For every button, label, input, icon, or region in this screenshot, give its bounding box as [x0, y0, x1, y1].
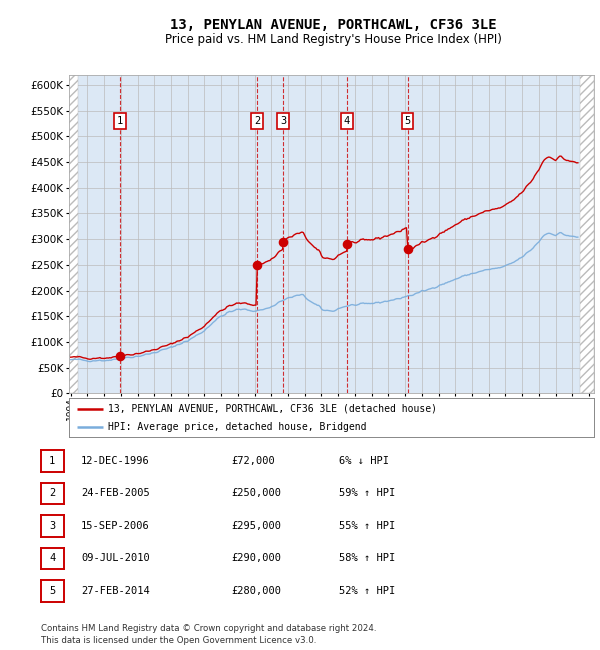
Text: 55% ↑ HPI: 55% ↑ HPI [339, 521, 395, 531]
Text: 5: 5 [49, 586, 55, 596]
Text: 3: 3 [280, 116, 286, 126]
Text: 52% ↑ HPI: 52% ↑ HPI [339, 586, 395, 596]
Text: £290,000: £290,000 [231, 553, 281, 564]
Point [278, 237, 288, 247]
Text: 59% ↑ HPI: 59% ↑ HPI [339, 488, 395, 499]
Text: 6% ↓ HPI: 6% ↓ HPI [339, 456, 389, 466]
Text: 2: 2 [49, 488, 55, 499]
Text: £72,000: £72,000 [231, 456, 275, 466]
Text: 5: 5 [404, 116, 410, 126]
Text: Contains HM Land Registry data © Crown copyright and database right 2024.
This d: Contains HM Land Registry data © Crown c… [41, 624, 376, 645]
Text: HPI: Average price, detached house, Bridgend: HPI: Average price, detached house, Brid… [109, 422, 367, 432]
Text: 13, PENYLAN AVENUE, PORTHCAWL, CF36 3LE (detached house): 13, PENYLAN AVENUE, PORTHCAWL, CF36 3LE … [109, 404, 437, 414]
Text: 12-DEC-1996: 12-DEC-1996 [81, 456, 150, 466]
Text: 58% ↑ HPI: 58% ↑ HPI [339, 553, 395, 564]
Text: 09-JUL-2010: 09-JUL-2010 [81, 553, 150, 564]
Text: 1: 1 [117, 116, 123, 126]
Text: £280,000: £280,000 [231, 586, 281, 596]
Point [342, 239, 352, 250]
Text: 13, PENYLAN AVENUE, PORTHCAWL, CF36 3LE: 13, PENYLAN AVENUE, PORTHCAWL, CF36 3LE [170, 18, 496, 32]
Text: £295,000: £295,000 [231, 521, 281, 531]
Text: 15-SEP-2006: 15-SEP-2006 [81, 521, 150, 531]
Point [252, 259, 262, 270]
Point [115, 351, 125, 361]
Text: 24-FEB-2005: 24-FEB-2005 [81, 488, 150, 499]
Text: Price paid vs. HM Land Registry's House Price Index (HPI): Price paid vs. HM Land Registry's House … [164, 32, 502, 46]
Text: 1: 1 [49, 456, 55, 466]
Text: £250,000: £250,000 [231, 488, 281, 499]
Text: 3: 3 [49, 521, 55, 531]
Text: 4: 4 [344, 116, 350, 126]
Text: 4: 4 [49, 553, 55, 564]
Text: 27-FEB-2014: 27-FEB-2014 [81, 586, 150, 596]
Text: 2: 2 [254, 116, 260, 126]
Point [403, 244, 412, 255]
